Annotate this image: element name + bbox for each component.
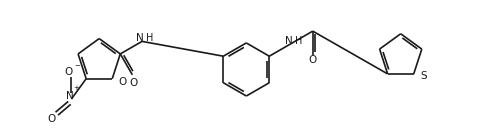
- Text: N: N: [136, 33, 144, 43]
- Text: O: O: [118, 77, 126, 87]
- Text: −: −: [74, 63, 80, 69]
- Text: N: N: [66, 91, 73, 101]
- Text: H: H: [295, 36, 302, 46]
- Text: N: N: [285, 36, 293, 46]
- Text: O: O: [65, 67, 73, 77]
- Text: O: O: [309, 55, 317, 65]
- Text: O: O: [129, 78, 138, 88]
- Text: H: H: [146, 33, 153, 43]
- Text: S: S: [420, 71, 426, 81]
- Text: O: O: [48, 114, 56, 124]
- Text: +: +: [74, 85, 80, 91]
